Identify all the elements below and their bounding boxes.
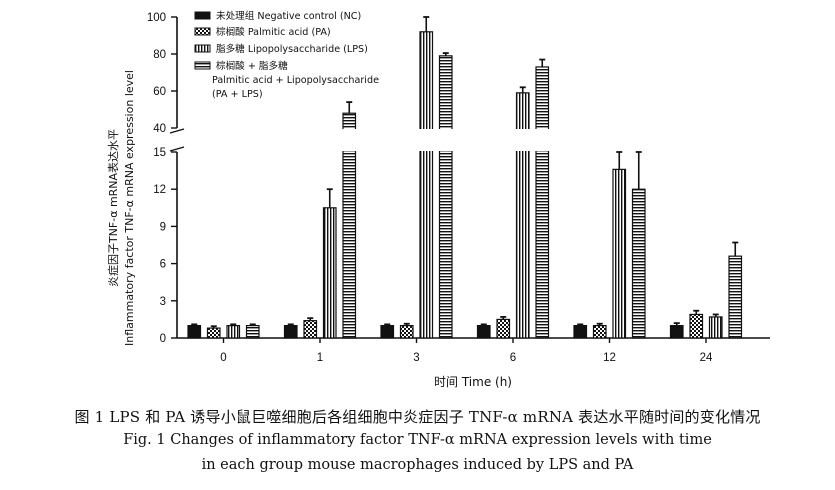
x-tick-label: 1 xyxy=(317,352,323,364)
bar xyxy=(592,325,607,339)
legend-label: 脂多糖 Lipopolysaccharide (LPS) xyxy=(216,43,368,55)
legend-label: 未处理组 Negative control (NC) xyxy=(216,10,361,22)
y-tick-label: 100 xyxy=(147,12,166,24)
figure-caption-zh: 图 1 LPS 和 PA 诱导小鼠巨噬细胞后各组细胞中炎症因子 TNF-α mR… xyxy=(74,408,761,426)
bar xyxy=(612,168,627,339)
y-tick-label: 6 xyxy=(160,259,166,271)
legend-label: 棕榈酸 + 脂多糖 xyxy=(216,60,288,72)
bar xyxy=(708,316,723,339)
axis-break-marks xyxy=(169,128,185,152)
bar xyxy=(380,325,395,339)
bar xyxy=(187,325,202,339)
bar xyxy=(476,325,491,339)
y-tick-label: 40 xyxy=(153,123,166,135)
bar xyxy=(631,188,646,339)
x-axis-title: 时间 Time (h) xyxy=(434,375,512,389)
legend-swatch xyxy=(194,44,211,53)
legend-swatch xyxy=(194,27,211,36)
x-tick-label: 6 xyxy=(510,352,516,364)
y-axis-title-en: Inflammatory factor TNF-α mRNA expressio… xyxy=(123,70,136,346)
bar xyxy=(669,325,684,339)
bars xyxy=(187,16,743,339)
bar-break-gap xyxy=(515,129,530,151)
legend-label: (PA + LPS) xyxy=(212,89,263,100)
bar xyxy=(322,207,337,339)
bar xyxy=(496,318,511,339)
legend-swatch xyxy=(194,11,211,20)
y-axis-title-cn: 炎症因子TNF-α mRNA表达水平 xyxy=(106,129,120,287)
bar xyxy=(399,325,414,339)
bar xyxy=(419,31,434,339)
x-tick-label: 0 xyxy=(220,352,226,364)
y-tick-label: 9 xyxy=(160,221,166,233)
figure-caption-en-line2: in each group mouse macrophages induced … xyxy=(201,457,634,473)
bar-break-gap xyxy=(535,129,550,151)
bar-break-gap xyxy=(342,129,357,151)
legend: 未处理组 Negative control (NC) 棕榈酸 Palmitic a… xyxy=(194,10,379,100)
bar xyxy=(535,66,550,339)
bar xyxy=(245,325,260,339)
bar xyxy=(438,55,453,339)
bar xyxy=(283,325,298,339)
y-tick-label: 0 xyxy=(160,333,166,345)
bar-break-gap xyxy=(419,129,434,151)
figure-caption-en-line1: Fig. 1 Changes of inflammatory factor TN… xyxy=(123,432,712,448)
legend-label: Palmitic acid + Lipopolysaccharide xyxy=(212,75,379,86)
x-tick-label: 3 xyxy=(413,352,419,364)
bar xyxy=(728,255,743,339)
y-tick-label: 60 xyxy=(153,86,166,98)
x-tick-label: 12 xyxy=(603,352,616,364)
tnf-alpha-bar-chart: 炎症因子TNF-α mRNA表达水平 Inflammatory factor T… xyxy=(106,10,770,389)
y-tick-label: 15 xyxy=(153,147,166,159)
axis-ticks: 0 3 6 9 12 15 40 60 80 100 0 1 3 6 12 24 xyxy=(147,12,713,364)
bar xyxy=(206,327,221,339)
y-tick-label: 3 xyxy=(160,296,166,308)
x-tick-label: 24 xyxy=(700,352,713,364)
bar xyxy=(303,320,318,339)
bar xyxy=(226,325,241,339)
bar xyxy=(573,325,588,339)
y-axis-title: 炎症因子TNF-α mRNA表达水平 Inflammatory factor T… xyxy=(106,70,136,346)
y-tick-label: 80 xyxy=(153,49,166,61)
y-tick-label: 12 xyxy=(153,184,166,196)
legend-label: 棕榈酸 Palmitic acid (PA) xyxy=(216,26,331,38)
legend-swatch xyxy=(194,61,211,70)
bar xyxy=(689,313,704,339)
bar-break-gap xyxy=(438,129,453,151)
